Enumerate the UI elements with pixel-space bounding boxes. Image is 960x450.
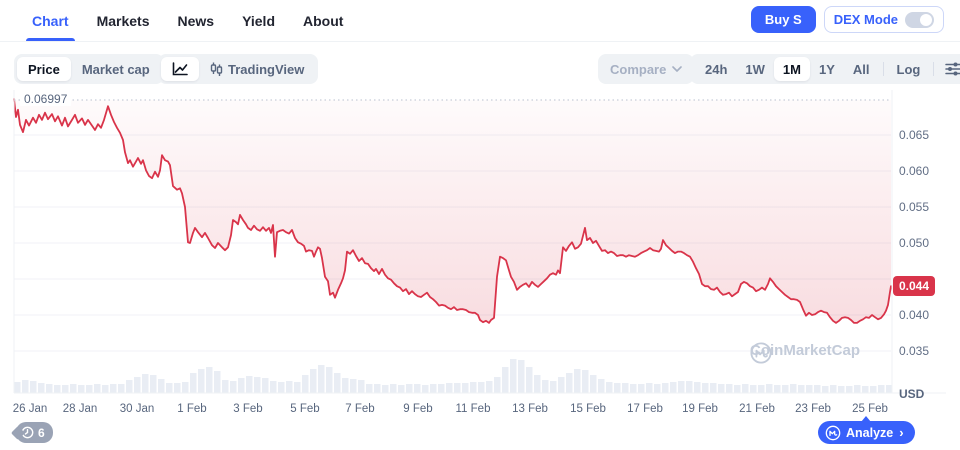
- analyze-button[interactable]: Analyze ›: [818, 416, 915, 444]
- range-1y[interactable]: 1Y: [810, 57, 844, 81]
- tradingview-label: TradingView: [228, 61, 305, 77]
- x-axis-tick: 25 Feb: [852, 403, 888, 415]
- tab-news-label: News: [177, 12, 215, 29]
- compare-dropdown[interactable]: Compare: [598, 54, 695, 84]
- tab-bar: Chart Markets News Yield About Buy S DEX…: [0, 0, 960, 42]
- y-axis-tick: 0.055: [899, 200, 930, 214]
- x-axis-tick: 15 Feb: [570, 403, 606, 415]
- tab-about[interactable]: About: [303, 0, 343, 41]
- tab-yield[interactable]: Yield: [242, 0, 275, 41]
- analyze-arrow-icon: ›: [899, 425, 904, 440]
- watermark: CoinMarketCap: [750, 342, 861, 364]
- price-chart[interactable]: 0.06997 0.065 0.060 0.055 0.050 0.040 0.035 US…: [0, 90, 960, 415]
- x-axis-tick: 23 Feb: [795, 403, 831, 415]
- log-label: Log: [896, 61, 921, 77]
- analyze-logo-icon: [825, 425, 841, 440]
- header-actions: Buy S DEX Mode: [750, 6, 944, 33]
- y-axis-tick: 0.065: [899, 128, 930, 142]
- range-1m-label: 1M: [782, 61, 801, 77]
- y-axis-tick: 0.060: [899, 164, 930, 178]
- buy-button[interactable]: Buy S: [750, 6, 816, 33]
- range-all[interactable]: All: [844, 57, 879, 81]
- tradingview-option[interactable]: TradingView: [199, 57, 315, 81]
- y-axis-tick: 0.040: [899, 308, 930, 322]
- x-axis-tick: 1 Feb: [177, 403, 207, 415]
- divider: [882, 62, 884, 76]
- chart-type-switcher: TradingView: [158, 54, 319, 84]
- line-chart-icon: [172, 62, 188, 76]
- x-axis-tick: 11 Feb: [455, 403, 491, 415]
- candlestick-icon: [210, 62, 223, 76]
- x-axis-tick: 5 Feb: [290, 403, 320, 415]
- x-axis-tick: 26 Jan: [12, 403, 48, 415]
- watch-count: 6: [38, 425, 45, 440]
- metric-switcher: Price Market cap: [14, 54, 164, 84]
- page-tabs: Chart Markets News Yield About: [0, 0, 357, 41]
- range-1y-label: 1Y: [818, 61, 835, 77]
- chart-toolbar: Price Market cap TradingView Compare 24h…: [0, 54, 960, 84]
- tab-chart-label: Chart: [32, 12, 69, 29]
- divider: [933, 62, 935, 76]
- dex-mode-control[interactable]: DEX Mode: [823, 6, 944, 33]
- y-axis-tick: 0.035: [899, 344, 930, 358]
- x-axis-tick: 28 Jan: [62, 403, 98, 415]
- sliders-icon: [945, 62, 960, 76]
- tab-news[interactable]: News: [177, 0, 214, 41]
- x-axis-tick: 30 Jan: [119, 403, 155, 415]
- x-axis-tick: 3 Feb: [233, 403, 263, 415]
- dex-mode-toggle[interactable]: [905, 11, 934, 28]
- ath-price-label: 0.06997: [20, 92, 72, 106]
- clock-icon: [21, 426, 34, 439]
- x-axis-tick: 13 Feb: [512, 403, 548, 415]
- tab-about-label: About: [303, 12, 344, 29]
- current-price-badge: 0.044: [893, 276, 936, 296]
- range-1w[interactable]: 1W: [736, 57, 774, 81]
- y-axis-tick: 0.050: [899, 236, 930, 250]
- range-switcher: 24h 1W 1M 1Y All Log: [690, 54, 960, 84]
- range-all-label: All: [852, 61, 870, 77]
- chevron-down-icon: [672, 66, 683, 72]
- y-axis-unit: USD: [899, 387, 925, 401]
- range-24h-label: 24h: [705, 61, 728, 77]
- chart-settings-button[interactable]: [938, 62, 960, 76]
- tab-yield-label: Yield: [242, 12, 275, 29]
- range-24h[interactable]: 24h: [696, 57, 736, 81]
- x-axis-tick: 19 Feb: [682, 403, 718, 415]
- x-axis-tick: 17 Feb: [627, 403, 663, 415]
- range-1w-label: 1W: [745, 61, 765, 77]
- x-axis-tick: 21 Feb: [739, 403, 775, 415]
- tab-markets-label: Markets: [96, 12, 150, 29]
- line-chart-option[interactable]: [161, 57, 199, 81]
- range-1m[interactable]: 1M: [773, 57, 810, 81]
- toggle-knob: [920, 13, 932, 26]
- watermark-text: CoinMarketCap: [750, 342, 861, 359]
- x-axis-tick: 9 Feb: [403, 403, 433, 415]
- watchers-badge[interactable]: 6: [16, 422, 53, 443]
- compare-label: Compare: [610, 61, 667, 77]
- tab-chart[interactable]: Chart: [26, 0, 75, 41]
- market-cap-tab-label: Market cap: [81, 61, 150, 77]
- dex-mode-label: DEX Mode: [833, 12, 898, 27]
- x-axis-tick: 7 Feb: [345, 403, 375, 415]
- price-tab[interactable]: Price: [17, 57, 71, 81]
- price-line-chart: [13, 90, 946, 394]
- price-tab-label: Price: [28, 61, 60, 77]
- coinmarketcap-logo-icon: [750, 342, 772, 364]
- analyze-label: Analyze: [846, 425, 894, 440]
- log-scale-button[interactable]: Log: [888, 57, 930, 81]
- market-cap-tab[interactable]: Market cap: [71, 57, 161, 81]
- tab-markets[interactable]: Markets: [97, 0, 150, 41]
